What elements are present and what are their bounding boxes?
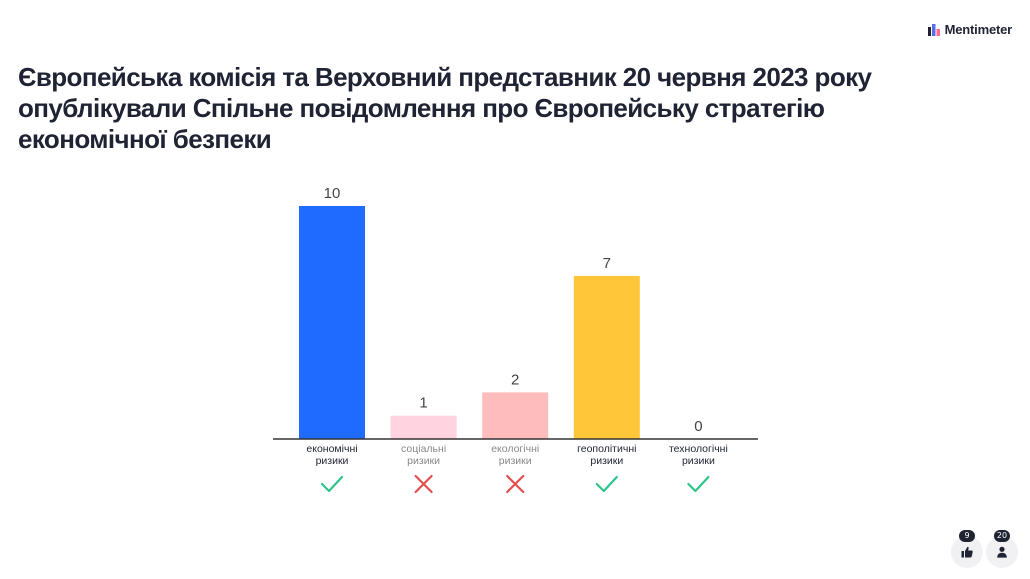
bar-2	[482, 392, 549, 439]
cross-icon	[506, 474, 525, 494]
check-icon	[595, 475, 618, 493]
thumbs-up-icon	[961, 546, 973, 558]
value-label-0: 10	[324, 185, 341, 202]
category-label-4-0: технологічні	[669, 443, 728, 455]
category-label-1-1: ризики	[407, 455, 440, 467]
value-label-2: 2	[511, 371, 519, 388]
check-icon	[687, 475, 710, 493]
value-label-1: 1	[419, 395, 427, 412]
check-icon	[320, 475, 344, 493]
person-icon	[997, 546, 1007, 558]
cross-icon	[414, 474, 433, 494]
category-label-2-0: екологічні	[491, 443, 539, 455]
participants-button[interactable]: 20	[986, 530, 1018, 568]
brand-name: Mentimeter	[944, 22, 1013, 37]
reactions-button[interactable]: 9	[951, 530, 983, 568]
value-label-4: 0	[694, 418, 702, 435]
category-label-1-0: соціальні	[401, 443, 446, 455]
bar-1	[390, 415, 457, 439]
mentimeter-logo-icon	[927, 23, 940, 36]
category-label-2-1: ризики	[499, 455, 532, 467]
category-label-4-1: ризики	[682, 455, 715, 467]
category-label-3-1: ризики	[590, 455, 623, 467]
category-label-0-0: економічні	[306, 443, 357, 455]
participants-count: 20	[994, 530, 1010, 542]
category-label-0-1: ризики	[316, 455, 349, 467]
value-label-3: 7	[603, 255, 611, 272]
reactions-count: 9	[959, 530, 975, 542]
bar-0	[299, 206, 365, 439]
bar-3	[573, 275, 640, 439]
question-title: Європейська комісія та Верховний предста…	[18, 62, 872, 154]
brand: Mentimeter	[927, 22, 1013, 37]
category-label-3-0: геополітичні	[577, 443, 636, 455]
